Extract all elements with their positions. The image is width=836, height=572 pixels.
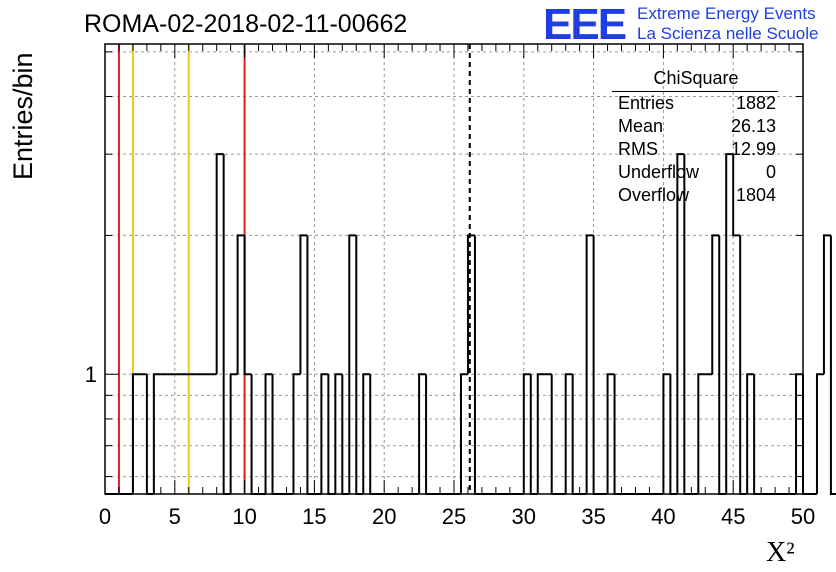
logo-line-2: La Scienza nelle Scuole (637, 24, 819, 43)
histogram-bin (536, 373, 545, 494)
histogram-bin (459, 373, 468, 494)
histogram-bin (466, 234, 475, 375)
histogram-bin (662, 373, 671, 494)
histogram-bin (348, 234, 357, 494)
x-tick-label: 50 (791, 504, 815, 529)
x-tick-label: 5 (169, 504, 181, 529)
histogram-bin (550, 374, 559, 495)
histogram-bin (802, 374, 810, 495)
histogram-bin (669, 374, 678, 495)
stat-value: 1804 (735, 185, 776, 205)
eee-logo: EEE (543, 0, 627, 49)
histogram-bin (725, 153, 734, 494)
histogram-bin (334, 373, 343, 494)
histogram-bin (753, 374, 762, 495)
stat-value: 1882 (735, 93, 776, 113)
histogram-bin (355, 235, 364, 495)
stat-name: Mean (618, 116, 664, 136)
stat-row-overflow: Overflow 1804 (618, 185, 776, 207)
x-tick-label: 0 (99, 504, 111, 529)
chart-title: ROMA-02-2018-02-11-00662 (84, 10, 408, 38)
histogram-bin (711, 234, 720, 375)
histogram-bin (746, 373, 755, 494)
stat-row-underflow: Underflow 0 (618, 162, 776, 184)
histogram-bin (369, 374, 378, 495)
histogram-bin (243, 235, 252, 376)
histogram-bin (236, 234, 245, 375)
x-tick-label: 40 (651, 504, 675, 529)
histogram-bin (292, 373, 301, 494)
stat-value: 26.13 (730, 116, 776, 136)
stat-value: 12.99 (730, 139, 776, 159)
histogram-bin (341, 374, 350, 495)
histogram-bin (613, 374, 622, 495)
histogram-bin (320, 373, 329, 494)
x-tick-label: 25 (442, 504, 466, 529)
stat-name: Entries (618, 93, 675, 113)
tick-labels: 0 5 10 15 20 25 30 35 40 45 50 1 (85, 362, 815, 529)
histogram-bin (362, 373, 371, 494)
histogram-bin (306, 235, 315, 495)
histogram-bin (739, 235, 748, 495)
histogram-bin (250, 374, 259, 495)
histogram-bin (229, 373, 238, 494)
stat-name: Underflow (618, 162, 700, 182)
histogram-bin (564, 373, 573, 494)
stat-row-rms: RMS 12.99 (618, 139, 776, 161)
x-tick-label: 35 (581, 504, 605, 529)
x-tick-label: 30 (512, 504, 536, 529)
histogram-bin (222, 154, 231, 495)
histogram-bin (131, 373, 140, 494)
stat-name: Overflow (618, 185, 690, 205)
y-axis-label: Entries/bin (8, 52, 38, 180)
histogram-bin (815, 373, 824, 494)
histogram-bin (718, 235, 727, 495)
histogram-bin (299, 234, 308, 375)
histogram-bin (571, 374, 580, 495)
histogram-bin (425, 374, 434, 495)
histogram-bin (732, 154, 741, 237)
x-axis-label: X² (766, 537, 795, 568)
histogram-bin (822, 234, 831, 375)
logo-line-1: Extreme Energy Events (637, 4, 816, 23)
x-tick-label: 20 (372, 504, 396, 529)
histogram-bin (418, 373, 427, 494)
y-tick-label: 1 (85, 362, 97, 387)
histogram-bin (473, 235, 482, 495)
histogram-bin (795, 373, 803, 494)
stat-row-entries: Entries 1882 (618, 93, 776, 115)
histogram-bin (585, 234, 594, 494)
stat-row-mean: Mean 26.13 (618, 116, 776, 138)
histogram-bin (271, 374, 280, 495)
histogram-bin (676, 153, 685, 494)
histogram-bin (592, 235, 601, 495)
histogram-bin (829, 235, 836, 495)
histogram-bin (264, 373, 273, 494)
x-tick-label: 15 (302, 504, 326, 529)
histogram-bin (529, 374, 538, 495)
x-tick-label: 10 (232, 504, 256, 529)
histogram-bin (215, 153, 224, 375)
histogram-bin (697, 373, 706, 494)
stat-value: 0 (765, 162, 776, 182)
stat-name: RMS (618, 139, 658, 159)
axes (104, 43, 804, 495)
histogram-bin (522, 373, 531, 494)
histogram-bin (152, 373, 161, 494)
x-tick-label: 45 (721, 504, 745, 529)
stats-divider (612, 91, 778, 92)
histogram-bin (145, 374, 154, 495)
stats-title: ChiSquare (653, 68, 739, 88)
histogram-bin (327, 374, 336, 495)
histogram-bin (606, 373, 615, 494)
stats-box: ChiSquare Entries 1882 Mean 26.13 RMS 12… (612, 64, 780, 212)
